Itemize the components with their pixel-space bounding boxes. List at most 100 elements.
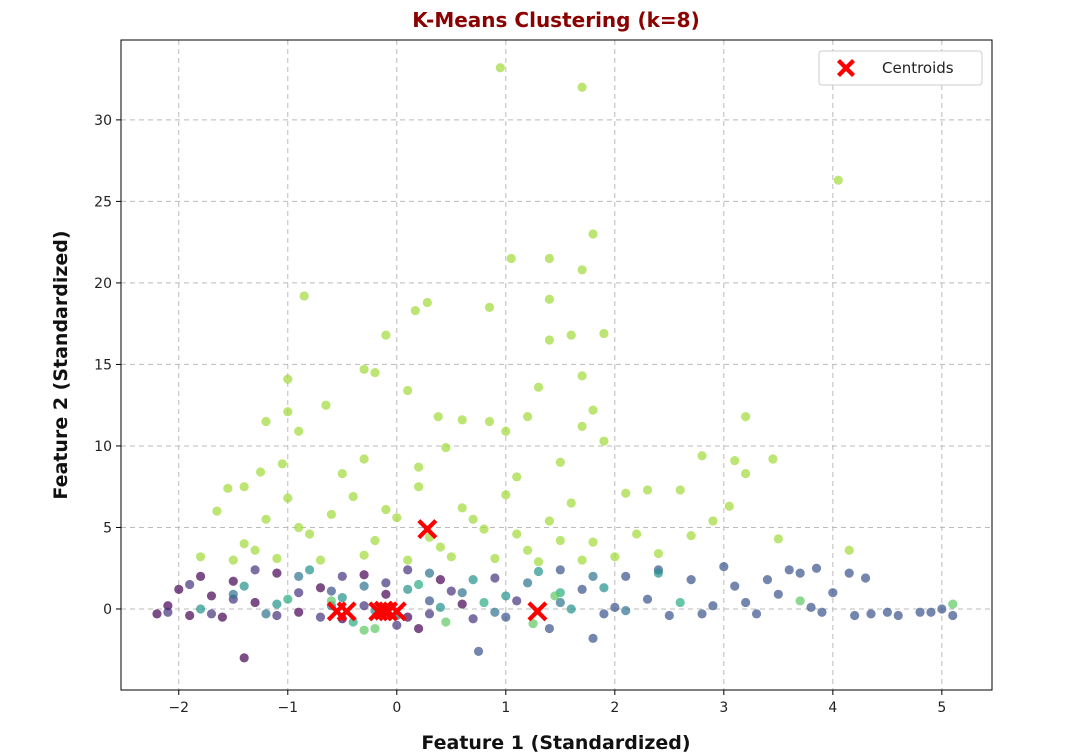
data-point [708,516,718,526]
data-point [523,545,533,555]
data-point [392,620,402,630]
data-point [272,610,282,621]
data-point [294,588,304,598]
data-point [479,597,489,608]
data-point [435,575,446,585]
data-point [195,571,206,581]
data-point [441,617,451,627]
data-point [294,607,304,617]
data-point [544,516,555,526]
data-point [555,565,565,575]
data-point [381,330,391,340]
data-point [272,553,282,564]
data-point [566,330,576,340]
data-point [392,513,402,523]
data-point [577,371,587,381]
x-tick-label: 0 [392,700,401,716]
y-tick-label: 0 [103,602,112,618]
grid [121,40,992,690]
y-tick-label: 10 [94,439,112,455]
data-point [468,514,478,524]
data-point [512,472,522,482]
x-axis-label: Feature 1 (Standardized) [421,732,690,754]
data-point [414,462,424,472]
y-tick-label: 30 [94,113,112,129]
data-point [773,589,783,599]
data-point [283,374,293,384]
data-point [457,599,467,609]
data-point [422,297,432,308]
data-point [277,459,287,469]
legend-box [818,50,983,86]
data-point [457,503,467,513]
data-point [599,609,609,619]
data-point [844,568,854,578]
data-point [501,490,511,500]
data-point [359,601,369,611]
data-point [403,385,413,396]
data-point [152,609,162,619]
centroid-marker [527,601,548,622]
data-point [533,557,544,567]
data-point [599,328,609,339]
centroid-x-icon [837,59,855,77]
data-point [359,581,369,591]
data-point [768,454,778,464]
data-point [261,514,271,524]
data-point [811,563,822,573]
data-point [294,426,304,436]
data-point [228,576,238,586]
data-point [261,609,271,619]
data-point [495,63,505,73]
data-point [441,442,451,453]
legend-centroid-marker [837,59,855,77]
data-point [381,578,391,588]
data-point [195,604,206,614]
data-point [533,566,544,577]
data-point [610,552,620,562]
y-tick-label: 5 [103,520,112,536]
data-point [403,565,413,575]
x-tick-label: −1 [277,700,298,716]
data-point [506,253,516,264]
data-point [697,609,707,619]
data-point [860,573,871,583]
data-point [599,436,609,446]
data-point [337,592,347,603]
data-point [294,522,304,533]
data-point [468,575,478,585]
data-point [272,599,282,609]
data-point [337,469,347,479]
data-point [686,531,696,541]
x-tick-label: 4 [828,700,837,716]
data-point [523,411,533,422]
data-point [833,175,843,185]
data-point [414,623,424,634]
data-point [359,570,369,580]
data-point [457,588,467,598]
data-point [844,545,854,555]
data-point [555,535,565,546]
data-point [599,583,609,593]
data-point [588,537,598,547]
legend: Centroids [818,50,983,86]
data-point [206,591,217,601]
data-point [741,411,751,422]
data-point [544,623,555,634]
data-point [163,601,173,611]
data-point [272,568,282,578]
data-point [223,483,233,493]
data-point [544,253,555,264]
data-point [446,552,456,562]
data-point [337,571,347,581]
data-point [550,591,560,601]
data-point [806,602,816,612]
data-point [304,565,315,575]
data-point [359,364,369,374]
data-point [424,596,435,606]
data-point [588,571,598,581]
centroid-marker [417,519,438,540]
data-point [424,568,435,578]
data-point [490,553,500,564]
data-point [566,498,576,508]
